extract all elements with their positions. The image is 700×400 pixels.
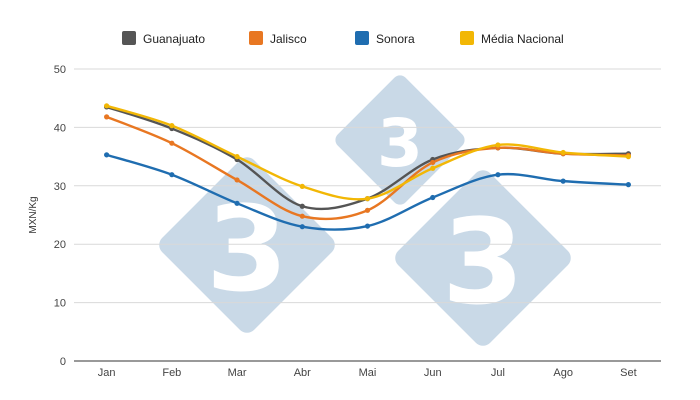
data-point: [560, 149, 566, 156]
legend-swatch: [355, 31, 369, 45]
data-point: [299, 213, 305, 219]
watermark-diamond-right: [395, 170, 571, 346]
watermark-diamond-top: [335, 75, 465, 205]
legend-item-sonora: Sonora: [355, 31, 415, 46]
x-tick-label: Set: [620, 367, 637, 379]
data-point: [625, 154, 631, 160]
data-point: [560, 178, 566, 184]
data-point: [169, 123, 175, 129]
y-axis-label: MXN/Kg: [28, 196, 39, 233]
x-tick-label: Ago: [553, 367, 573, 379]
data-point: [234, 177, 240, 183]
legend-swatch: [122, 31, 136, 45]
x-tick-label: Jun: [424, 367, 442, 379]
data-point: [234, 154, 240, 160]
data-point: [495, 142, 501, 148]
data-point: [299, 224, 305, 230]
legend-item-jalisco: Jalisco: [249, 31, 307, 46]
data-point: [104, 103, 110, 109]
data-point: [104, 114, 110, 120]
data-point: [430, 194, 436, 201]
watermark-glyph-left: 3: [206, 180, 288, 318]
data-point: [169, 172, 175, 178]
data-point: [495, 172, 501, 178]
y-tick-label: 40: [54, 122, 66, 134]
data-point: [364, 207, 371, 213]
x-axis-ticks: Jan Feb Mar Abr Mai Jun Jul Ago Set: [98, 367, 637, 379]
legend-label: Guanajuato: [143, 32, 205, 46]
series-layer: [104, 103, 631, 231]
y-axis-ticks: 0 10 20 30 40 50: [54, 64, 66, 368]
legend-swatch: [249, 31, 263, 45]
legend-label: Sonora: [376, 32, 415, 46]
y-tick-label: 0: [60, 356, 66, 368]
data-point: [364, 196, 371, 202]
y-tick-label: 50: [54, 64, 66, 76]
data-point: [430, 159, 436, 166]
legend-swatch: [460, 31, 474, 45]
watermark-logo: 3 3 3: [159, 75, 571, 346]
series-media-nacional: [104, 103, 631, 202]
series-sonora: [104, 152, 631, 231]
y-tick-label: 30: [54, 181, 66, 193]
x-tick-label: Mar: [228, 367, 247, 379]
legend-label: Média Nacional: [481, 32, 564, 46]
data-point: [364, 223, 371, 229]
x-tick-label: Jan: [98, 367, 116, 379]
data-point: [169, 140, 175, 146]
legend: Guanajuato Jalisco Sonora Média Nacional: [122, 31, 564, 46]
data-point: [299, 203, 305, 209]
y-tick-label: 20: [54, 239, 66, 251]
legend-item-guanajuato: Guanajuato: [122, 31, 205, 46]
x-tick-label: Feb: [162, 367, 181, 379]
x-tick-label: Mai: [359, 367, 377, 379]
data-point: [299, 183, 305, 189]
legend-item-media-nacional: Média Nacional: [460, 31, 564, 46]
watermark-glyph-top: 3: [377, 105, 423, 182]
x-tick-label: Abr: [294, 367, 311, 379]
watermark-glyph-right: 3: [442, 193, 524, 331]
data-point: [234, 200, 240, 206]
x-tick-label: Jul: [491, 367, 505, 379]
legend-label: Jalisco: [270, 32, 307, 46]
data-point: [625, 182, 631, 188]
y-tick-label: 10: [54, 298, 66, 310]
data-point: [104, 152, 110, 158]
data-point: [430, 165, 436, 171]
